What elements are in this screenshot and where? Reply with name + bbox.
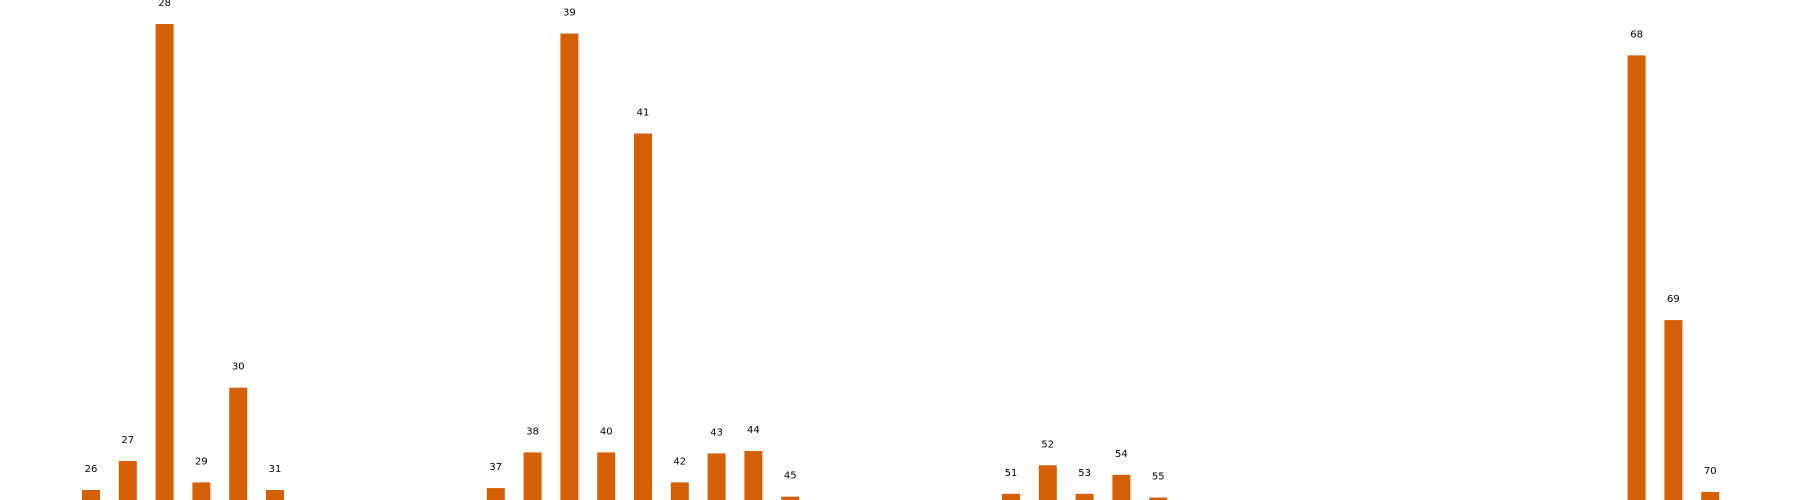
bar-label-52: 52 bbox=[1041, 439, 1054, 450]
bar-70 bbox=[1701, 491, 1720, 500]
bar-label-27: 27 bbox=[121, 435, 134, 446]
bar-29 bbox=[192, 482, 211, 500]
bar-39 bbox=[560, 33, 579, 500]
bar-28 bbox=[155, 24, 174, 500]
bar-51 bbox=[1002, 493, 1020, 500]
bar-37 bbox=[486, 488, 505, 500]
bar-52 bbox=[1038, 465, 1057, 500]
bar-27 bbox=[118, 461, 137, 500]
bar-30 bbox=[229, 387, 248, 500]
bar-label-39: 39 bbox=[563, 8, 576, 19]
bar-label-51: 51 bbox=[1005, 468, 1018, 479]
bar-38 bbox=[523, 452, 542, 500]
bar-44 bbox=[744, 451, 763, 500]
bar-value-labels: 26 27 28 29 30 31 37 38 39 40 41 42 43 44 45 51 52 53 54 55… bbox=[85, 0, 1717, 483]
bar-label-53: 53 bbox=[1078, 468, 1091, 479]
bar-53 bbox=[1075, 493, 1094, 500]
bar-41 bbox=[634, 133, 652, 500]
bar-label-37: 37 bbox=[489, 462, 502, 473]
bar-label-29: 29 bbox=[195, 456, 208, 467]
bar-label-42: 42 bbox=[673, 456, 686, 467]
bar-26 bbox=[82, 490, 100, 500]
bar-label-54: 54 bbox=[1115, 449, 1128, 460]
bar-label-55: 55 bbox=[1152, 472, 1165, 483]
bar-label-43: 43 bbox=[710, 427, 723, 438]
bar-label-26: 26 bbox=[85, 464, 98, 475]
bar-label-40: 40 bbox=[600, 426, 613, 437]
bar-label-41: 41 bbox=[637, 108, 650, 119]
bar-label-38: 38 bbox=[526, 426, 539, 437]
bar-label-31: 31 bbox=[269, 464, 282, 475]
bar-series bbox=[82, 24, 1720, 500]
bar-label-68: 68 bbox=[1630, 29, 1643, 40]
bar-45 bbox=[781, 496, 800, 500]
bar-69 bbox=[1664, 320, 1683, 500]
bar-54 bbox=[1112, 474, 1131, 500]
bar-label-28: 28 bbox=[158, 0, 171, 9]
bar-label-30: 30 bbox=[232, 362, 245, 373]
bar-55 bbox=[1149, 497, 1168, 500]
bar-40 bbox=[597, 452, 616, 500]
bar-label-70: 70 bbox=[1704, 466, 1717, 477]
bar-68 bbox=[1627, 55, 1646, 500]
bar-43 bbox=[707, 453, 726, 500]
bar-42 bbox=[670, 482, 689, 500]
bar-31 bbox=[266, 490, 284, 500]
bar-label-44: 44 bbox=[747, 425, 760, 436]
bar-label-45: 45 bbox=[784, 471, 797, 482]
bar-label-69: 69 bbox=[1667, 294, 1680, 305]
